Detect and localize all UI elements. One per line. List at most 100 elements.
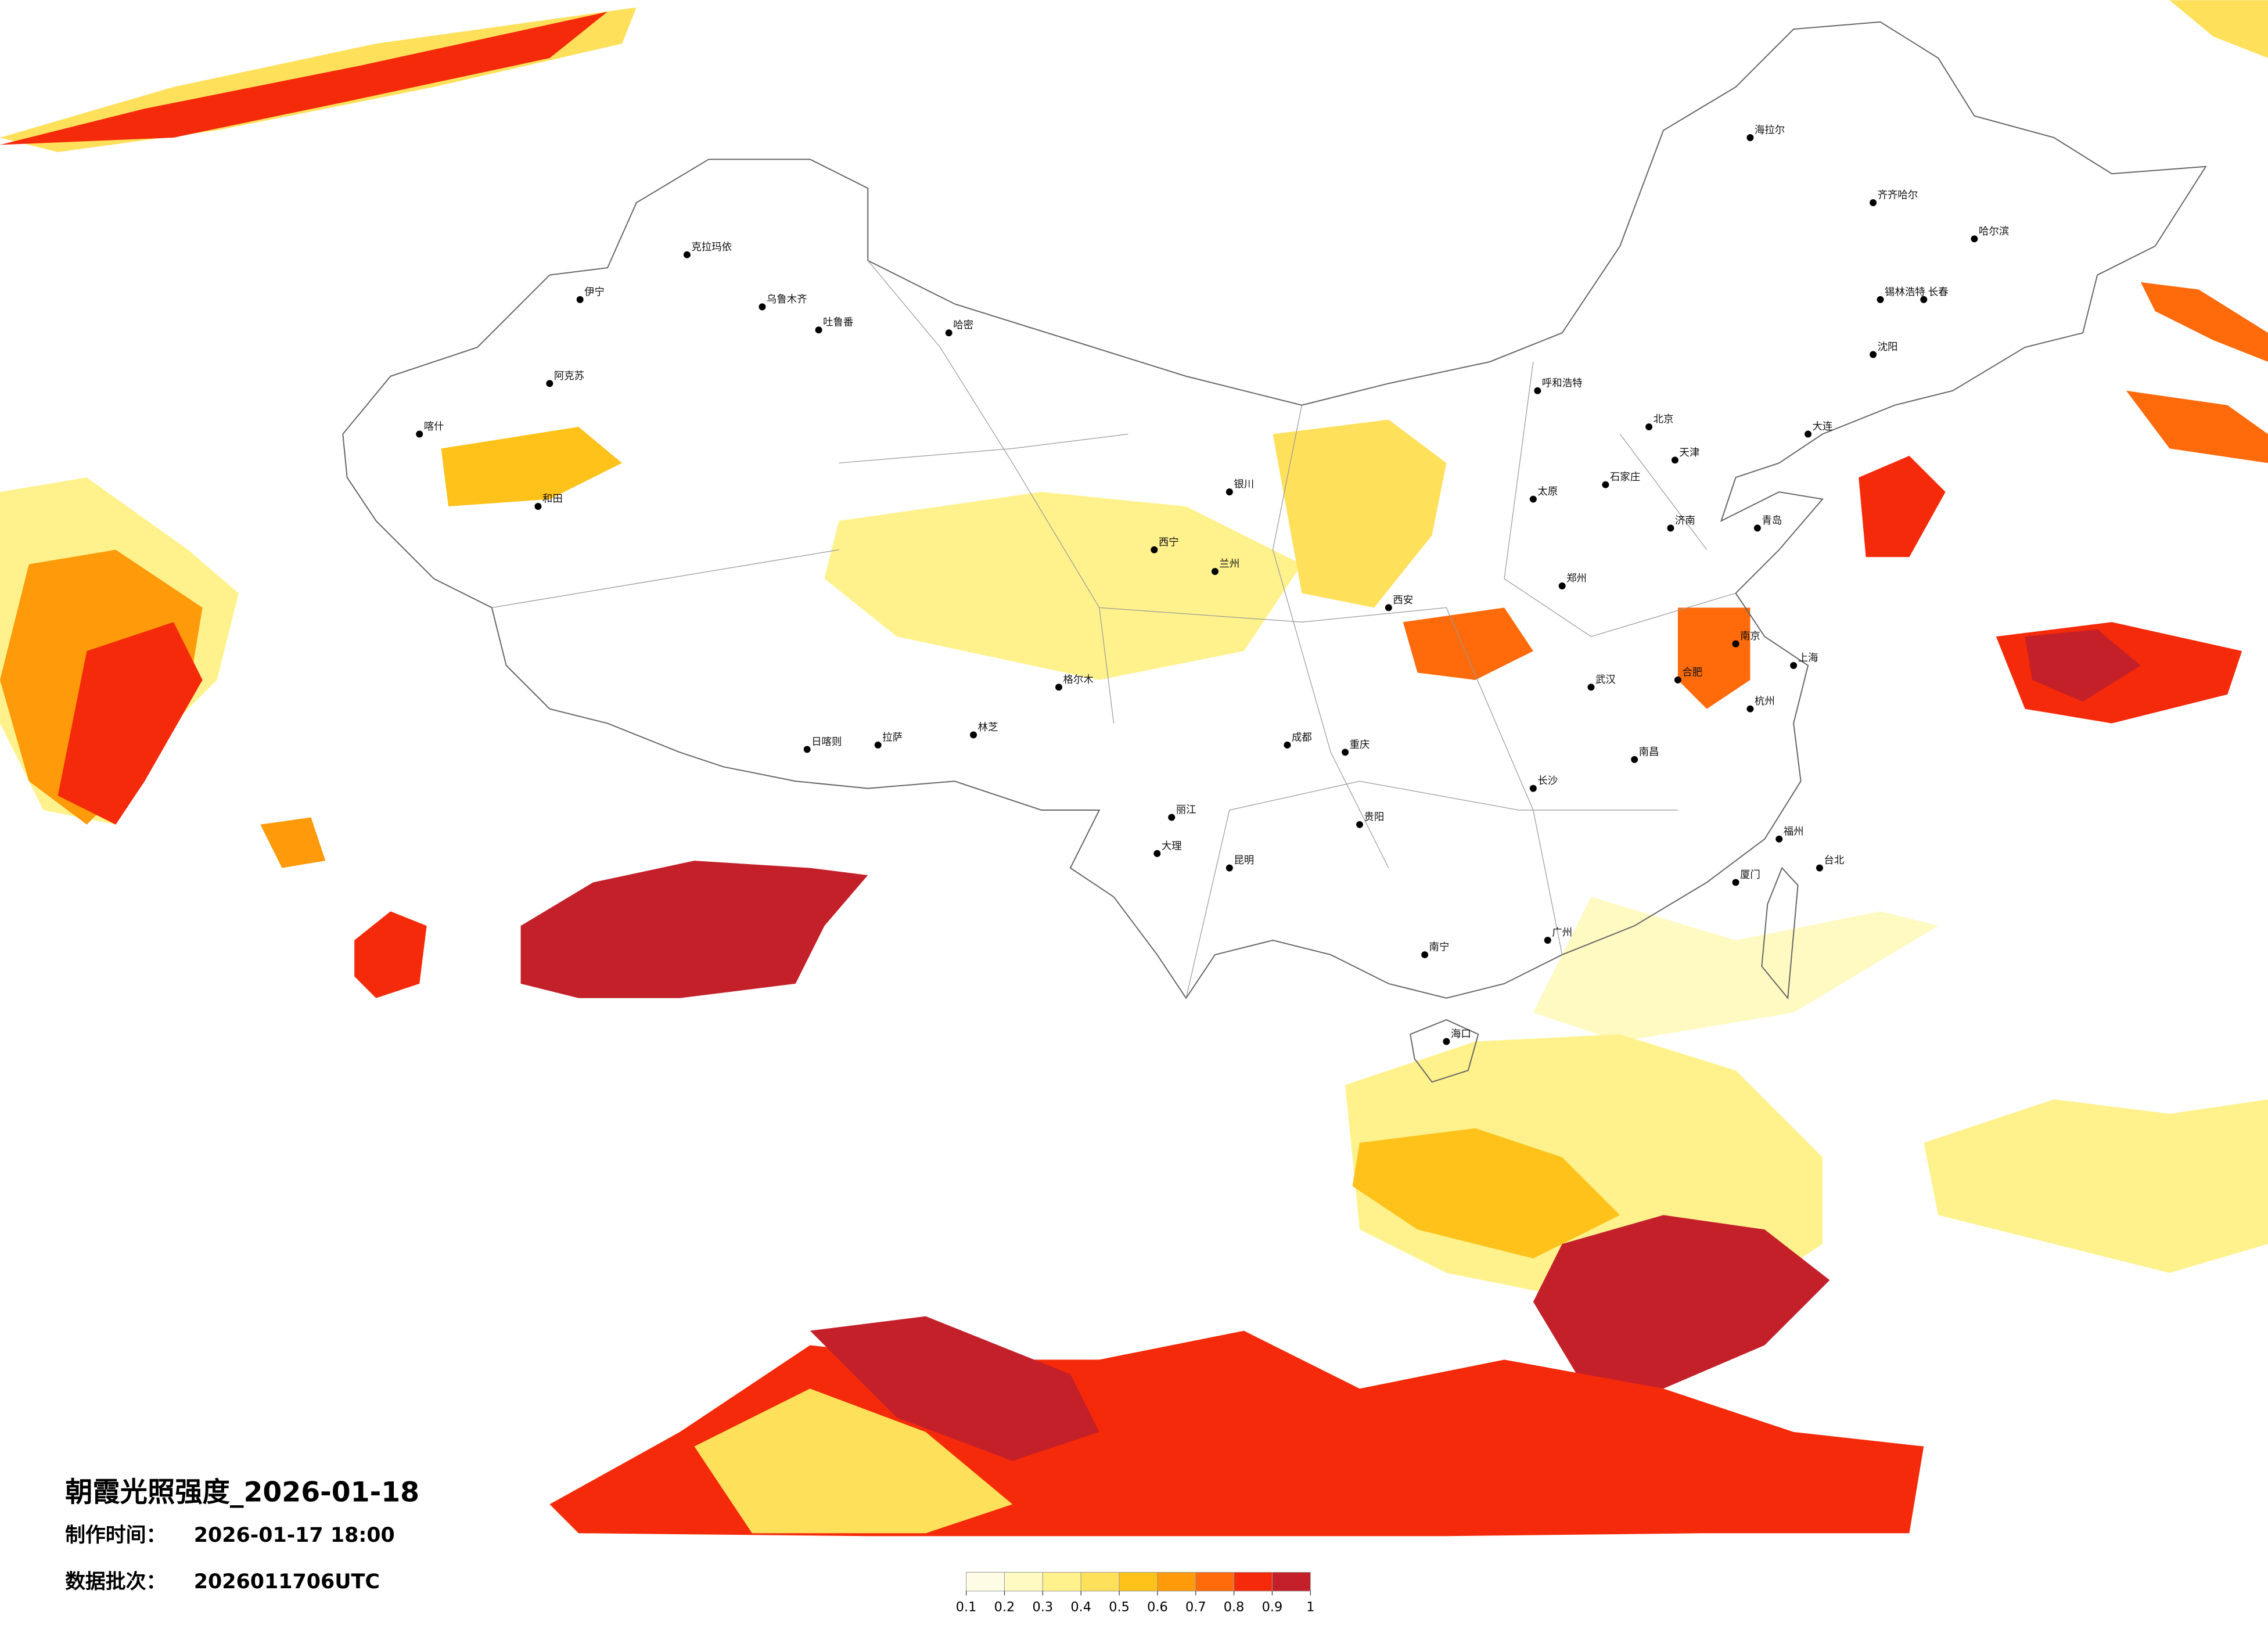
city-label: 呼和浩特 bbox=[1542, 377, 1583, 389]
heat-area bbox=[520, 861, 868, 998]
city-label: 太原 bbox=[1537, 486, 1558, 498]
city-label: 重庆 bbox=[1350, 739, 1370, 751]
province-lines bbox=[491, 260, 1736, 998]
city-dot bbox=[534, 503, 542, 510]
city-dot bbox=[1790, 661, 1798, 669]
heat-area bbox=[2140, 282, 2268, 362]
city-dot bbox=[1529, 785, 1537, 792]
city-label: 合肥 bbox=[1682, 667, 1702, 678]
city-label: 银川 bbox=[1234, 479, 1254, 491]
city-label: 西安 bbox=[1393, 595, 1413, 606]
heat-area bbox=[1352, 1128, 1620, 1259]
city-label: 厦门 bbox=[1740, 869, 1760, 881]
city-dot bbox=[874, 741, 882, 749]
city-label: 大理 bbox=[1162, 840, 1182, 852]
legend-tick-label: 0.9 bbox=[1262, 1600, 1283, 1615]
city-label: 长春 bbox=[1928, 286, 1949, 298]
heat-area bbox=[1403, 607, 1533, 680]
city-label: 伊宁 bbox=[584, 286, 605, 298]
city-label: 海口 bbox=[1451, 1028, 1471, 1040]
legend-tick-label: 0.3 bbox=[1033, 1600, 1054, 1615]
legend-swatch bbox=[1004, 1571, 1043, 1592]
city-dot bbox=[1587, 684, 1595, 691]
city-dot bbox=[1284, 741, 1291, 749]
city-dot bbox=[1920, 296, 1928, 303]
city-label: 锡林浩特 bbox=[1885, 286, 1925, 298]
city-dot bbox=[1225, 488, 1233, 496]
city-label: 上海 bbox=[1798, 653, 1818, 664]
city-dot bbox=[1870, 351, 1877, 358]
legend-tick-label: 0.1 bbox=[956, 1600, 977, 1615]
city-dot bbox=[759, 303, 766, 311]
heat-area bbox=[1677, 607, 1751, 709]
city-dot bbox=[1421, 951, 1429, 959]
legend-tick-label: 0.4 bbox=[1070, 1600, 1091, 1615]
city-dot bbox=[1356, 821, 1363, 828]
map-title: 朝霞光照强度_2026-01-18 bbox=[65, 1476, 419, 1508]
heat-area bbox=[810, 1316, 1099, 1461]
legend-swatch bbox=[1080, 1571, 1120, 1592]
heat-layer bbox=[0, 0, 2268, 1537]
city-label: 杭州 bbox=[1755, 696, 1775, 707]
legend-swatch bbox=[1042, 1571, 1081, 1592]
city-dot bbox=[1225, 864, 1233, 872]
city-label: 天津 bbox=[1679, 447, 1699, 459]
legend-tick-label: 1 bbox=[1306, 1600, 1314, 1615]
heat-area bbox=[2025, 629, 2141, 702]
city-dot bbox=[1055, 684, 1062, 691]
city-label: 南京 bbox=[1740, 631, 1760, 642]
heat-area bbox=[824, 492, 1302, 680]
city-label: 林芝 bbox=[978, 722, 998, 733]
legend-tick-label: 0.6 bbox=[1147, 1600, 1168, 1615]
city-dot bbox=[970, 731, 977, 739]
city-dot bbox=[1870, 199, 1877, 207]
city-dot bbox=[1645, 423, 1653, 431]
city-dot bbox=[1151, 546, 1158, 553]
city-label: 齐齐哈尔 bbox=[1878, 190, 1918, 202]
heat-area bbox=[1273, 419, 1447, 608]
city-label: 成都 bbox=[1292, 732, 1312, 743]
city-dot bbox=[1153, 850, 1161, 857]
heat-area bbox=[260, 817, 326, 868]
city-label: 哈密 bbox=[953, 320, 973, 332]
legend-swatch bbox=[966, 1571, 1005, 1592]
city-dot bbox=[1631, 756, 1638, 763]
heat-area bbox=[57, 622, 203, 825]
legend-swatch bbox=[1195, 1571, 1235, 1592]
city-label: 喀什 bbox=[424, 421, 444, 433]
city-label: 阿克苏 bbox=[554, 370, 584, 382]
heat-area bbox=[2169, 0, 2268, 58]
city-label: 石家庄 bbox=[1610, 472, 1640, 483]
heat-area bbox=[694, 1388, 1013, 1534]
heat-area bbox=[2126, 390, 2268, 463]
city-dot bbox=[1746, 134, 1754, 141]
city-dot bbox=[683, 251, 691, 258]
city-dot bbox=[1385, 604, 1392, 611]
city-label: 海拉尔 bbox=[1755, 124, 1785, 136]
info-value: 2026-01-17 18:00 bbox=[194, 1524, 395, 1547]
city-dot bbox=[1671, 456, 1678, 464]
city-label: 台北 bbox=[1824, 855, 1844, 866]
city-label: 武汉 bbox=[1595, 674, 1616, 686]
city-label: 日喀则 bbox=[811, 736, 842, 748]
city-label: 大连 bbox=[1813, 421, 1833, 433]
legend-swatch bbox=[1157, 1571, 1196, 1592]
country-outline bbox=[342, 21, 2207, 999]
city-dot bbox=[1674, 676, 1681, 684]
city-dot bbox=[1544, 937, 1551, 944]
city-dot bbox=[1443, 1038, 1450, 1045]
city-label: 长沙 bbox=[1537, 775, 1558, 787]
city-dot bbox=[1602, 481, 1609, 488]
legend-tick-label: 0.2 bbox=[994, 1600, 1015, 1615]
legend-tick-label: 0.5 bbox=[1109, 1600, 1130, 1615]
taiwan bbox=[1761, 866, 1799, 1000]
city-label: 济南 bbox=[1675, 515, 1695, 527]
legend-tick-label: 0.7 bbox=[1185, 1600, 1206, 1615]
hainan bbox=[1410, 1019, 1479, 1083]
legend-swatch bbox=[1271, 1571, 1311, 1592]
city-dot bbox=[1805, 430, 1812, 438]
city-label: 贵阳 bbox=[1364, 811, 1384, 823]
heat-area bbox=[1533, 1215, 1830, 1389]
